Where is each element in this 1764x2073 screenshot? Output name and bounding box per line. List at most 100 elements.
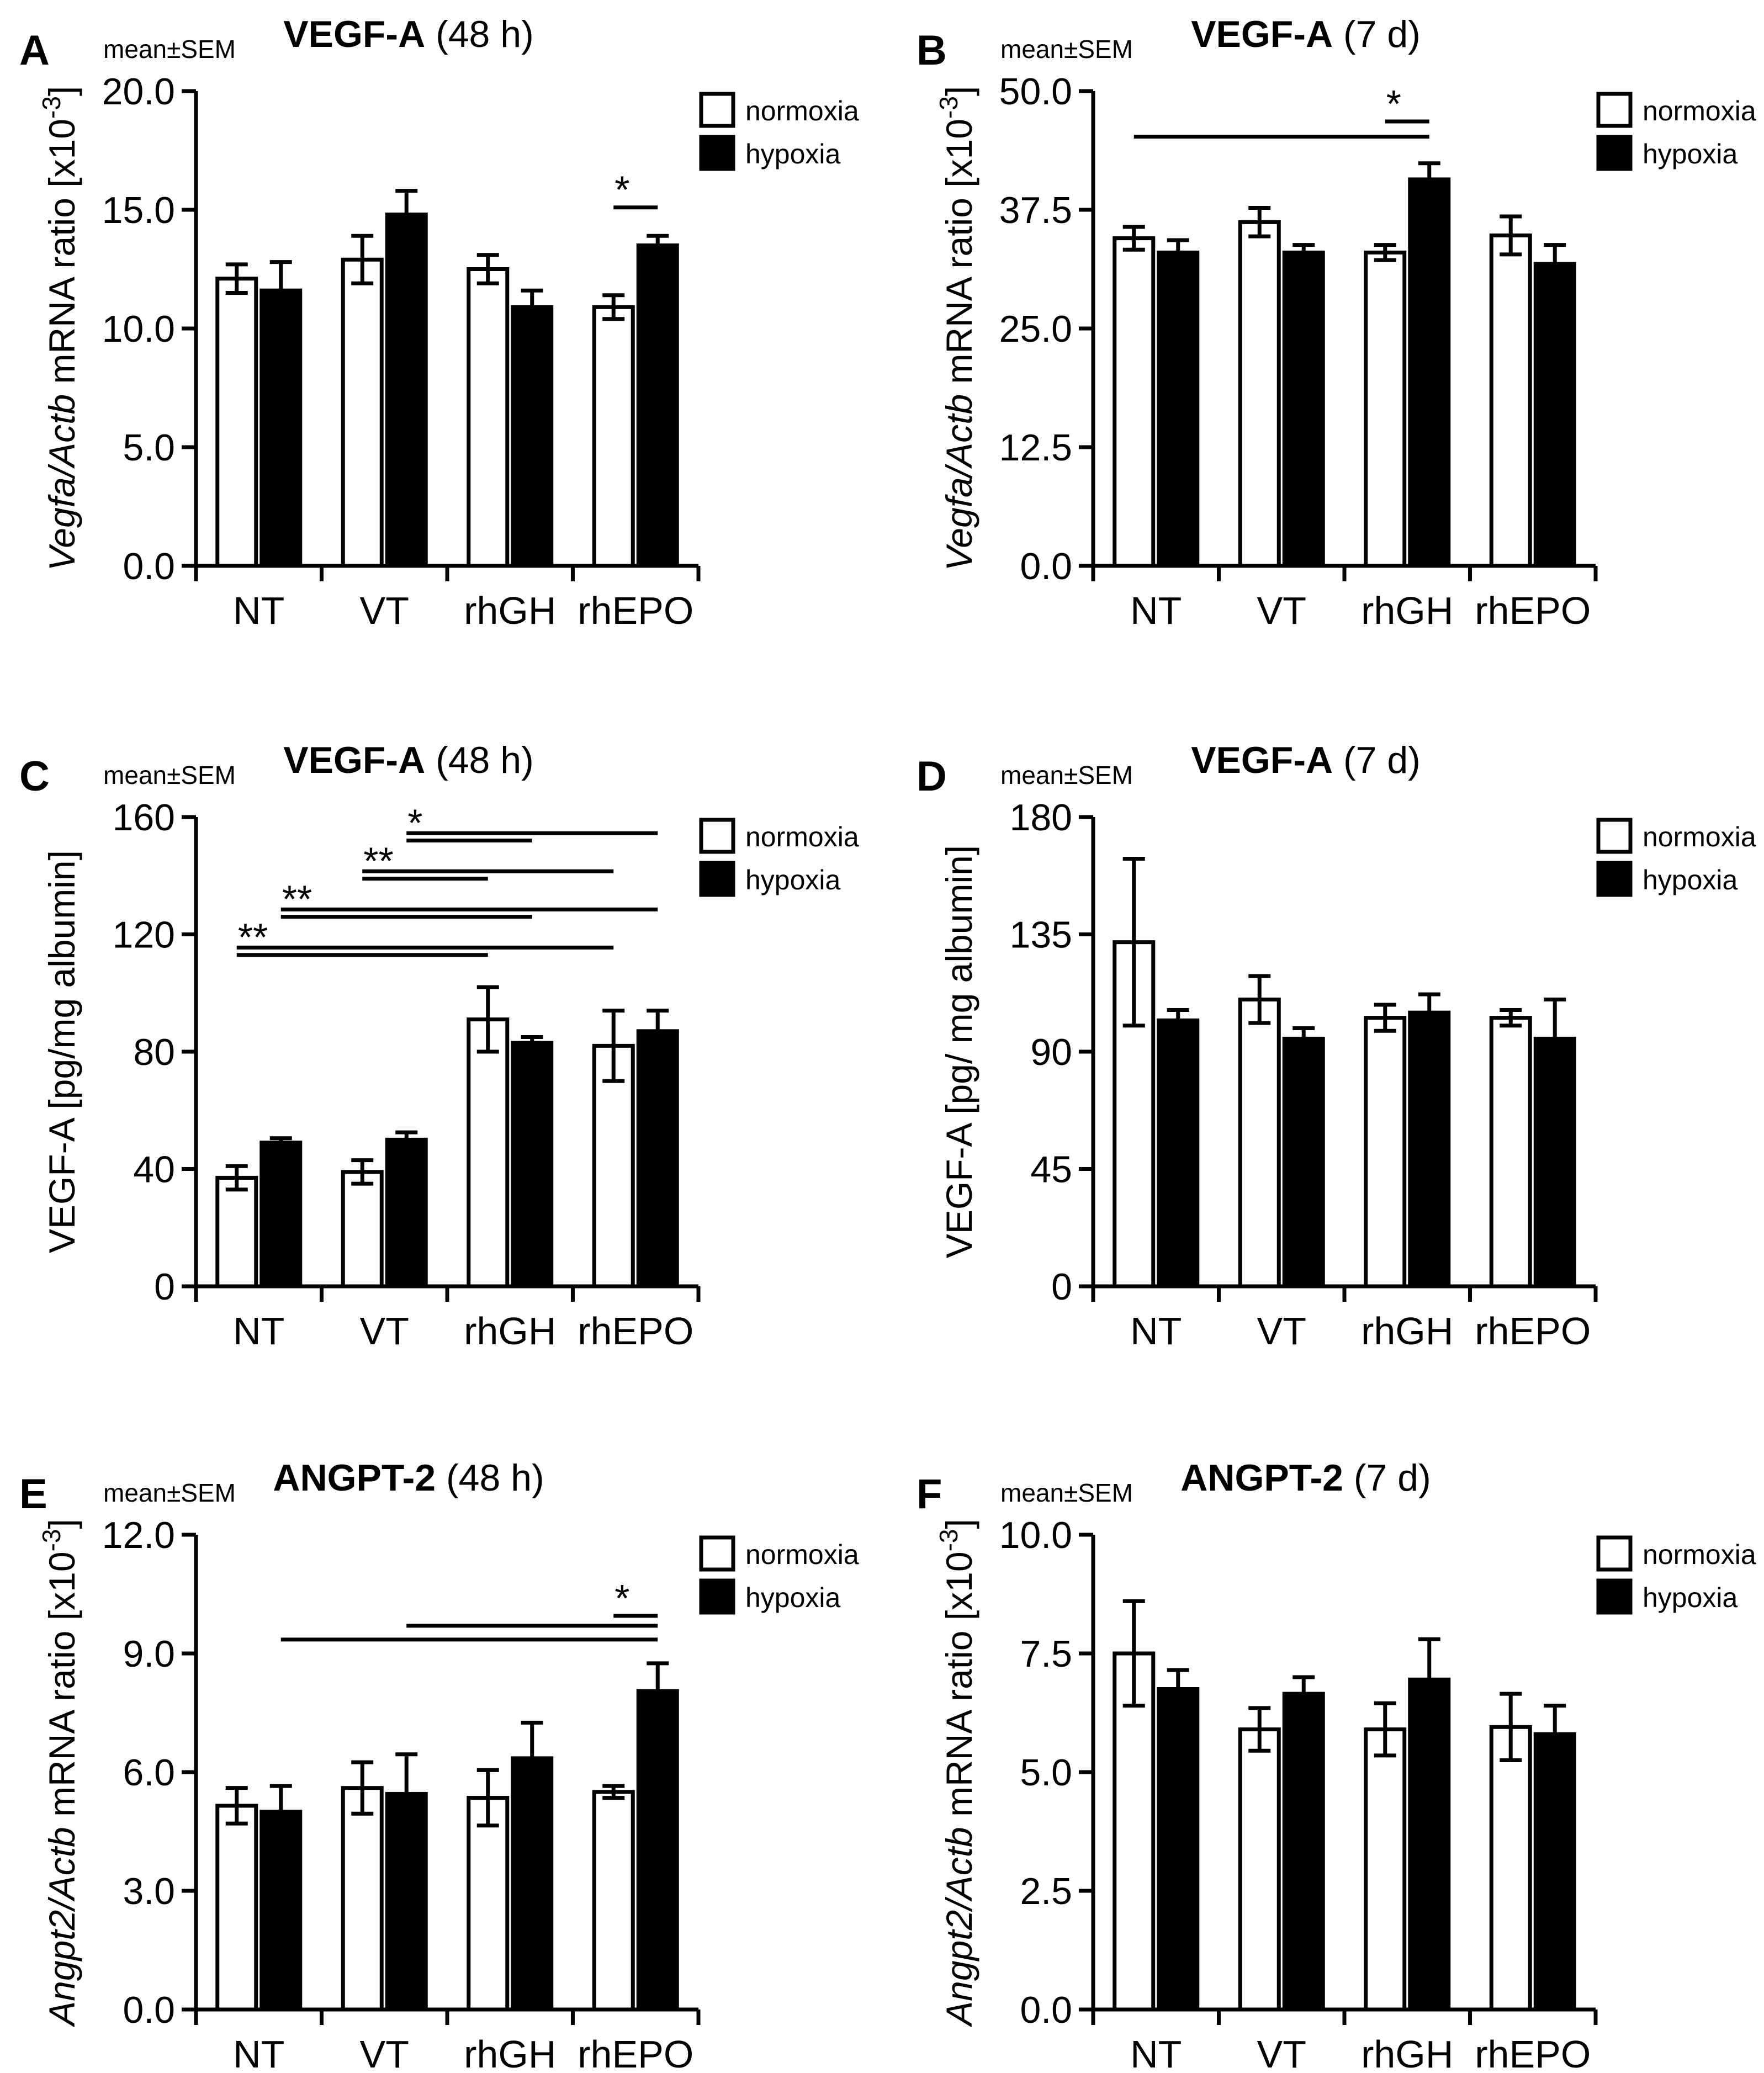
legend-label-hypoxia: hypoxia [745, 1582, 841, 1613]
chart-title-suffix: (48 h) [436, 1457, 544, 1499]
bar-hypoxia-rhepo [636, 243, 679, 568]
bar-normoxia-vt [341, 1170, 384, 1289]
panel-letter: D [917, 753, 947, 800]
stat-label: mean±SEM [103, 761, 236, 789]
y-axis-label-exponent: -3 [37, 1529, 66, 1552]
bar-normoxia-rhgh [1364, 250, 1407, 568]
legend-swatch-hypoxia [699, 861, 735, 897]
error-bar-normoxia-rhepo [602, 293, 625, 321]
legend-label-normoxia: normoxia [745, 1539, 859, 1570]
chart-title-suffix: (7 d) [1343, 1457, 1431, 1499]
bar-normoxia-rhgh [467, 1796, 510, 2012]
error-bar-hypoxia-vt [395, 1752, 418, 1836]
x-tick-label-nt: NT [233, 589, 284, 632]
legend-swatch-normoxia [1596, 818, 1633, 854]
x-tick-label-nt: NT [233, 1309, 284, 1353]
bar-hypoxia-rhgh [511, 1756, 554, 2012]
error-bar-hypoxia-rhepo [647, 1661, 669, 1721]
bar-normoxia-rhgh [467, 1017, 510, 1289]
x-tick-label-rhepo: rhEPO [578, 589, 693, 632]
y-axis-label-bracket: ] [41, 1519, 82, 1529]
legend-swatch-hypoxia [1596, 135, 1633, 171]
chart-title-main: ANGPT-2 [1180, 1457, 1343, 1499]
bar-hypoxia-nt [259, 288, 303, 568]
bar-normoxia-rhepo [592, 1790, 635, 2012]
error-bar-hypoxia-nt [1167, 1008, 1189, 1033]
error-bar-normoxia-rhepo [1500, 1692, 1522, 1762]
error-bar-normoxia-rhepo [1500, 214, 1522, 257]
x-tick-label-rhepo: rhEPO [1475, 1309, 1591, 1353]
y-axis-label: Angpt2/Actb mRNA ratio [x10-3] [37, 1519, 82, 2028]
error-bar-normoxia-vt [351, 1158, 374, 1186]
x-tick-label-rhepo: rhEPO [578, 2033, 693, 2073]
legend-swatch-normoxia [699, 92, 735, 128]
significance-stars: * [1386, 82, 1401, 125]
chart-title-suffix: (48 h) [425, 739, 534, 781]
x-tick-label-vt: VT [360, 589, 409, 632]
error-bar-hypoxia-vt [1292, 1675, 1315, 1713]
error-bar-hypoxia-vt [1292, 1026, 1315, 1051]
y-tick-label: 90 [1030, 1031, 1072, 1073]
y-axis-label-bracket: ] [939, 1519, 979, 1529]
y-axis-label-text: VEGF-A [pg/ mg albumin] [939, 845, 979, 1258]
error-bar-hypoxia-rhgh [1418, 1637, 1440, 1722]
bar-hypoxia-vt [1282, 1036, 1325, 1289]
bar-normoxia-rhgh [1364, 1727, 1407, 2012]
y-axis-label-text: mRNA ratio [x10 [41, 119, 82, 394]
legend-label-normoxia: normoxia [745, 821, 859, 852]
y-tick-label: 0 [1051, 1266, 1072, 1308]
chart-title: VEGF-A (48 h) [283, 13, 533, 55]
bar-normoxia-rhgh [467, 267, 510, 568]
bar-hypoxia-rhgh [511, 1041, 554, 1289]
bar-normoxia-vt [341, 257, 384, 568]
bar-hypoxia-rhepo [1533, 1732, 1576, 2012]
bar-normoxia-rhepo [592, 1043, 635, 1289]
error-bar-normoxia-nt [225, 262, 248, 295]
y-tick-label: 12.5 [999, 427, 1072, 469]
y-axis-label-exponent: -3 [934, 1529, 963, 1552]
x-tick-label-nt: NT [233, 2033, 284, 2073]
y-tick-label: 80 [133, 1031, 175, 1073]
bar-hypoxia-rhgh [511, 305, 554, 568]
legend-label-hypoxia: hypoxia [745, 865, 841, 895]
bar-hypoxia-rhgh [1408, 1677, 1451, 2012]
legend-swatch-normoxia [699, 818, 735, 854]
legend-swatch-normoxia [699, 1535, 735, 1572]
error-bar-normoxia-nt [225, 1786, 248, 1826]
x-tick-label-rhgh: rhGH [464, 589, 556, 632]
chart-title: VEGF-A (7 d) [1191, 13, 1421, 55]
legend-swatch-normoxia [1596, 1535, 1633, 1572]
legend-label-normoxia: normoxia [1643, 96, 1756, 126]
significance-stars: * [615, 168, 629, 211]
bar-normoxia-rhepo [592, 305, 635, 568]
y-axis-label-text: VEGF-A [pg/mg albumin] [41, 850, 82, 1253]
y-axis-label-gene: Angpt2/Actb [939, 1827, 979, 2028]
y-axis-label: VEGF-A [pg/ mg albumin] [939, 845, 979, 1258]
error-bar-hypoxia-nt [1167, 238, 1189, 267]
y-tick-label: 135 [1010, 914, 1072, 956]
bar-normoxia-vt [341, 1786, 384, 2012]
legend-swatch-hypoxia [1596, 861, 1633, 897]
x-tick-label-vt: VT [1257, 2033, 1306, 2073]
panel-letter: A [19, 27, 50, 74]
bar-hypoxia-nt [1157, 250, 1200, 568]
y-axis-label: Vegfa/Actb mRNA ratio [x10-3] [37, 86, 82, 571]
error-bar-normoxia-rhepo [1500, 1008, 1522, 1028]
x-tick-label-vt: VT [360, 1309, 409, 1353]
bar-hypoxia-vt [385, 1137, 428, 1289]
error-bar-hypoxia-rhgh [521, 1720, 543, 1796]
stat-label: mean±SEM [103, 1478, 236, 1507]
significance-stars: ** [282, 878, 312, 921]
error-bar-normoxia-rhepo [602, 1784, 625, 1800]
error-bar-hypoxia-rhepo [1544, 998, 1566, 1080]
bar-normoxia-rhepo [1489, 233, 1532, 568]
error-bar-hypoxia-rhgh [521, 1035, 543, 1051]
error-bar-hypoxia-rhgh [1418, 992, 1440, 1033]
chart-title-suffix: (7 d) [1333, 739, 1421, 781]
bar-hypoxia-rhgh [1408, 177, 1451, 568]
